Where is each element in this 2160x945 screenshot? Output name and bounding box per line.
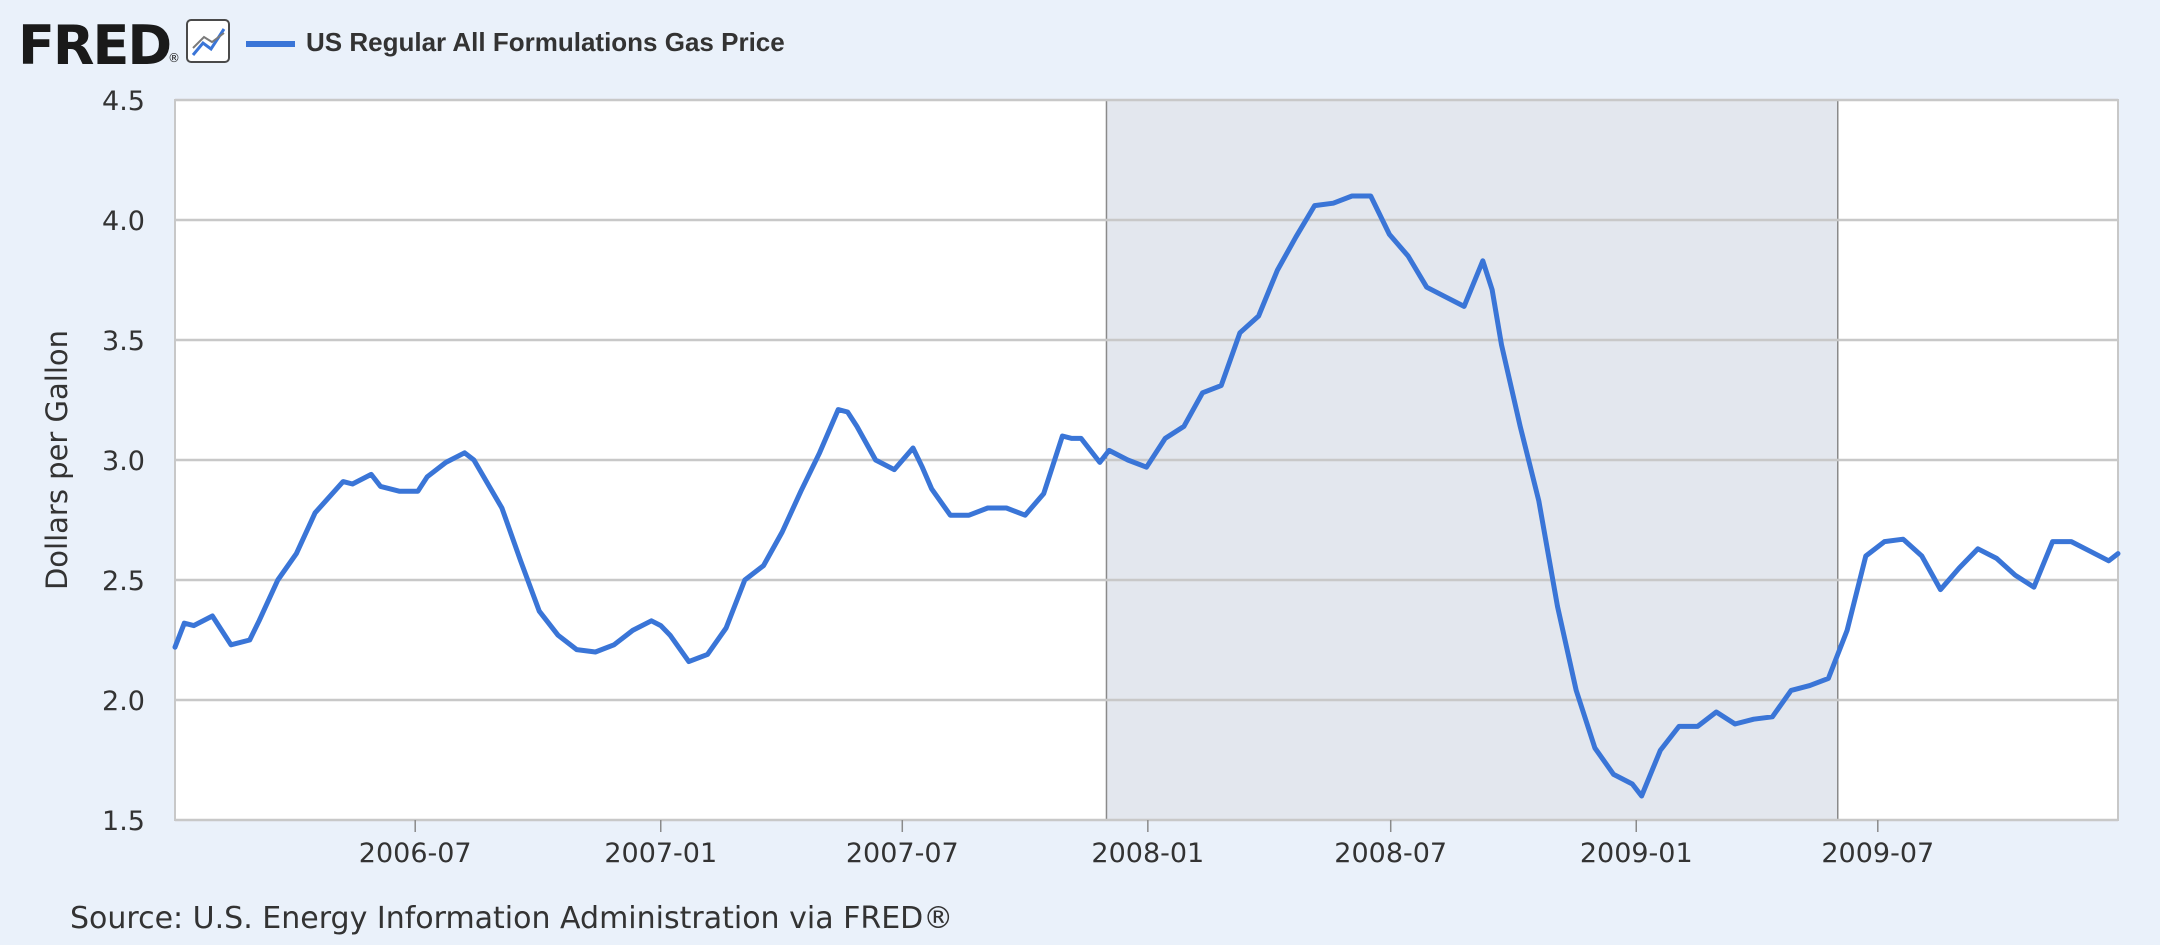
plot-border (174, 99, 2119, 821)
x-tick-label: 2008-07 (1334, 838, 1447, 869)
y-axis-ticks: 1.5 2.0 2.5 3.0 3.5 4.0 4.5 (102, 86, 145, 837)
x-tick-label: 2007-07 (846, 838, 959, 869)
source-note: Source: U.S. Energy Information Administ… (70, 901, 953, 936)
y-tick-label: 2.0 (102, 686, 145, 717)
plot-area (172, 98, 2121, 832)
y-tick-label: 3.0 (102, 446, 145, 477)
x-tick-label: 2009-01 (1580, 838, 1693, 869)
y-tick-label: 2.5 (102, 566, 145, 597)
x-tick-label: 2006-07 (359, 838, 472, 869)
legend-label: US Regular All Formulations Gas Price (306, 27, 785, 57)
y-tick-label: 1.5 (102, 806, 145, 837)
y-tick-label: 3.5 (102, 326, 145, 357)
x-tick-marks (414, 820, 1879, 832)
y-axis-label: Dollars per Gallon (40, 330, 74, 590)
y-tick-label: 4.5 (102, 86, 145, 117)
header: FRED ® US Regular All Formulations Gas P… (18, 14, 785, 77)
line-chart-icon[interactable] (186, 19, 230, 63)
series-line-gas-price[interactable] (172, 193, 2121, 799)
x-tick-label: 2007-01 (604, 838, 717, 869)
x-tick-label: 2008-01 (1091, 838, 1204, 869)
fred-logo-registered-mark: ® (168, 51, 180, 65)
fred-logo[interactable]: FRED (18, 14, 172, 77)
x-tick-label: 2009-07 (1821, 838, 1934, 869)
y-tick-label: 4.0 (102, 206, 145, 237)
x-axis-ticks: 2006-07 2007-01 2007-07 2008-01 2008-07 2009-… (359, 838, 1934, 869)
